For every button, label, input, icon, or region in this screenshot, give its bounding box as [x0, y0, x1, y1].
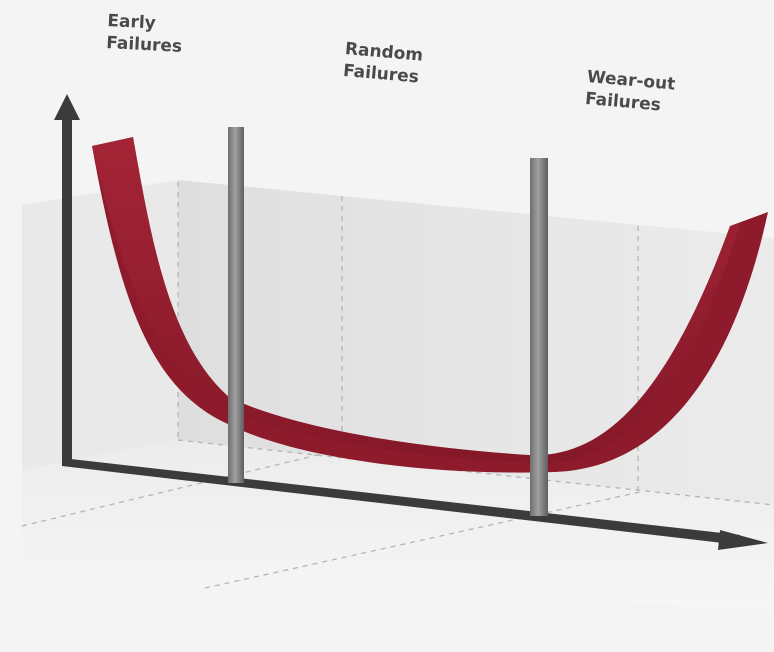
- guide-floor-right: [204, 491, 641, 589]
- phase-label-wearout: Wear-out Failures: [584, 66, 676, 118]
- phase-label-early: Early Failures: [106, 10, 184, 58]
- guide-floor-left: [21, 451, 331, 527]
- y-axis-line: [62, 114, 72, 466]
- phase-label-random: Random Failures: [342, 38, 424, 89]
- divider-post-right: [530, 158, 548, 516]
- divider-post-left: [228, 127, 244, 483]
- dashed-guides: [21, 182, 774, 589]
- phase-dividers: [228, 127, 548, 516]
- y-axis-arrowhead: [54, 94, 80, 120]
- y-axis: [54, 94, 80, 466]
- phase-label-early-line-2: Failures: [105, 32, 183, 57]
- x-axis-arrowhead: [718, 530, 768, 550]
